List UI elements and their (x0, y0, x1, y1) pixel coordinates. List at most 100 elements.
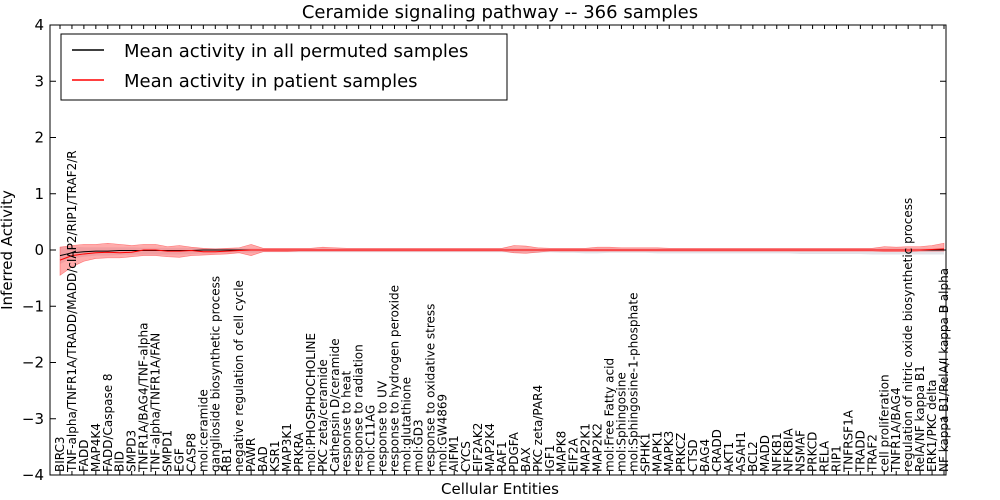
y-tick-label: 0 (34, 241, 44, 259)
y-tick-label: −1 (22, 297, 44, 315)
x-tick-label: response to hydrogen peroxide (387, 285, 401, 472)
plot-frame (49, 24, 947, 476)
x-tick-label: ASAH1 (734, 431, 748, 472)
x-tick-label: MAP2K2 (591, 423, 605, 472)
x-tick-label: PAWR (244, 438, 258, 472)
y-axis-label: Inferred Activity (0, 190, 16, 310)
x-tick-label: negative regulation of cell cycle (232, 280, 246, 472)
chart-title: Ceramide signaling pathway -- 366 sample… (302, 2, 698, 23)
x-tick-label: PRKRA (292, 432, 306, 472)
legend: Mean activity in all permuted samples Me… (60, 33, 508, 101)
x-tick-label: RIP1 (829, 445, 843, 472)
x-tick-label: MADD (758, 435, 772, 472)
x-tick-label: ERK1/PKC delta (925, 379, 939, 472)
x-tick-label: NF kappa B1/RelA/I kappa B alpha (937, 268, 951, 472)
x-tick-label: TRADD (853, 430, 867, 473)
y-tick-label: 2 (34, 129, 44, 147)
x-tick-label: mol:GW4869 (435, 394, 449, 472)
x-tick-label: TNFR1A/BAG4 (889, 387, 903, 473)
x-tick-label: PRKCZ (674, 433, 688, 472)
x-tick-label: TRAF2 (865, 434, 879, 473)
x-tick-label: FADD (77, 440, 91, 473)
y-tick-label: −2 (22, 354, 44, 372)
x-tick-label: CTSD (686, 439, 700, 472)
x-tick-label: BAD (256, 446, 270, 472)
x-tick-label: mol:Free Fatty acid (603, 358, 617, 472)
x-tick-label: TNF-alpha/TNFR1A/TRADD/MADD/cIAP2/RIP1/T… (65, 150, 79, 473)
x-tick-label: mol:ceramide (196, 389, 210, 472)
x-tick-label: EIF2A (567, 437, 581, 472)
y-tick-label: −4 (22, 466, 44, 484)
x-tick-label: PKC zeta/PAR4 (531, 385, 545, 472)
x-tick-label: mol:GD3 (411, 419, 425, 472)
x-tick-label: MAP4K4 (89, 423, 103, 472)
x-tick-label: CYCS (459, 441, 473, 472)
x-tick-label: SMPD3 (125, 430, 139, 472)
x-tick-label: AIFM1 (447, 435, 461, 472)
x-tick-label: AKT1 (722, 442, 736, 472)
x-tick-label: CRADD (710, 429, 724, 472)
x-tick-label: BIRC3 (53, 436, 67, 472)
x-tick-label: PDGFA (507, 431, 521, 472)
series-line-patient (59, 248, 945, 261)
legend-label-patient: Mean activity in patient samples (124, 71, 418, 92)
band-patient (59, 242, 945, 276)
y-axis: −4 −3 −2 −1 0 1 2 3 4 (22, 16, 946, 484)
x-tick-label: MAP2K1 (579, 423, 593, 472)
y-tick-label: 1 (34, 185, 44, 203)
x-tick-label: SMPD1 (161, 430, 175, 472)
x-tick-label: MAPK8 (555, 431, 569, 472)
x-tick-label: MAPK3 (662, 431, 676, 472)
x-tick-label: RAF1 (495, 441, 509, 472)
x-tick-label: NSMAF (794, 430, 808, 472)
x-tick-label: CASP8 (184, 433, 198, 472)
x-tick-label: PRKCD (806, 432, 820, 472)
x-tick-label: mol:Sphingosine (614, 372, 628, 472)
x-axis-label: Cellular Entities (441, 480, 559, 498)
x-tick-label: Cathepsin D/ceramide (328, 338, 342, 472)
x-tick-label: TNFR1A/BAG4/TNF-alpha (137, 323, 151, 473)
x-tick-label: RB1 (220, 448, 234, 472)
legend-label-permuted: Mean activity in all permuted samples (124, 41, 468, 62)
x-tick-label: BAG4 (698, 439, 712, 472)
confidence-bands (59, 242, 945, 276)
x-tick-label: response to heat (340, 370, 354, 472)
x-tick-label: BAX (519, 447, 533, 472)
x-tick-label: PKC zeta/ceramide (316, 359, 330, 472)
x-tick-label: response to oxidative stress (423, 304, 437, 472)
x-tick-label: mol:glutathione (399, 377, 413, 472)
y-tick-label: −3 (22, 410, 44, 428)
x-tick-label: RELA (818, 440, 832, 472)
x-tick-label: regulation of nitric oxide biosynthetic … (901, 198, 915, 472)
x-tick-label: mol:PHOSPHOCHOLINE (304, 333, 318, 472)
x-tick-label: MAPK1 (650, 431, 664, 472)
legend-box (60, 33, 508, 101)
x-tick-label: BID (113, 451, 127, 472)
x-tick-label: IGF1 (543, 445, 557, 472)
x-tick-label: cell proliferation (877, 374, 891, 472)
x-tick-label: TNFRSF1A (841, 409, 855, 473)
x-tick-label: EIF2AK2 (471, 423, 485, 472)
x-tick-label: ganglioside biosynthetic process (208, 276, 222, 472)
x-tick-label: KSR1 (268, 441, 282, 472)
x-tick-label: SPHK1 (638, 433, 652, 472)
x-tick-label: EGF (172, 448, 186, 472)
x-tick-label: MAP2K4 (483, 423, 497, 472)
y-tick-label: 4 (34, 16, 44, 34)
x-ticks (59, 25, 945, 475)
x-tick-label: response to radiation (352, 344, 366, 472)
x-tick-label: mol:Sphingosine-1-phosphate (626, 293, 640, 473)
x-tick-label: NFKBIA (782, 427, 796, 472)
x-tick-label: BCL2 (746, 441, 760, 472)
x-tick-labels: BIRC3TNF-alpha/TNFR1A/TRADD/MADD/cIAP2/R… (53, 150, 951, 473)
x-tick-label: FADD/Caspase 8 (101, 373, 115, 472)
x-tick-label: response to UV (376, 380, 390, 472)
x-tick-label: mol:C11AG (364, 405, 378, 472)
x-tick-label: MAP3K1 (280, 423, 294, 472)
x-tick-label: TNF-alpha/TNFR1A/FAN (149, 333, 163, 473)
x-tick-label: RelA/NF kappa B1 (913, 365, 927, 472)
x-tick-label: NFKB1 (770, 432, 784, 472)
series-lines (59, 248, 945, 261)
y-tick-label: 3 (34, 72, 44, 90)
